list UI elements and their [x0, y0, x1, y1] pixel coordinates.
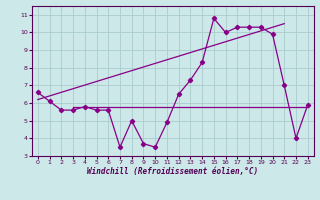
X-axis label: Windchill (Refroidissement éolien,°C): Windchill (Refroidissement éolien,°C) — [87, 167, 258, 176]
